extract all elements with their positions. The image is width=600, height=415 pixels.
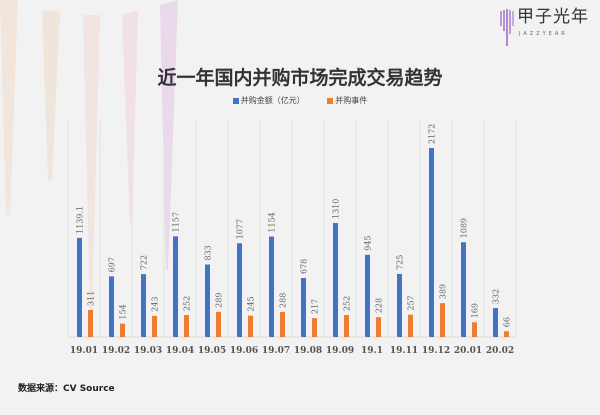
bar-events — [248, 315, 253, 337]
bar-amount — [141, 274, 146, 337]
x-tick-label: 19.04 — [166, 346, 194, 356]
legend-item-events: 并购事件 — [327, 96, 367, 105]
x-tick-label: 19.09 — [326, 346, 354, 356]
legend-label: 并购事件 — [335, 96, 368, 105]
brand-logo-icon — [500, 9, 514, 46]
data-label: 154 — [119, 304, 128, 319]
data-label: 257 — [407, 295, 416, 310]
bar-events — [312, 318, 317, 337]
bar-events — [88, 309, 93, 337]
x-tick-label: 19.01 — [70, 346, 98, 356]
data-label: 833 — [204, 245, 213, 260]
logo-name: 甲子光年 — [517, 7, 589, 27]
data-label: 245 — [247, 296, 256, 311]
legend-label: 并购金额（亿元） — [240, 96, 305, 105]
data-label: 1157 — [172, 212, 181, 232]
bar-amount — [77, 237, 82, 337]
data-label: 678 — [300, 259, 309, 274]
bar-amount — [205, 264, 210, 337]
bar-amount — [301, 278, 306, 337]
data-label: 945 — [364, 235, 373, 250]
data-label: 2172 — [428, 124, 437, 144]
data-label: 311 — [87, 291, 96, 306]
bar-events — [504, 331, 509, 337]
bar-events — [120, 323, 125, 337]
x-tick-label: 19.02 — [102, 346, 130, 356]
bar-events — [376, 317, 381, 337]
bar-events — [344, 315, 349, 337]
data-label: 66 — [503, 317, 512, 327]
legend-swatch — [232, 97, 239, 104]
data-label: 725 — [396, 255, 405, 270]
bar-amount — [109, 276, 114, 337]
data-label: 722 — [140, 255, 149, 270]
legend-item-amount: 并购金额（亿元） — [232, 96, 305, 105]
bar-events — [152, 315, 157, 337]
x-tick-label: 19.08 — [294, 346, 322, 356]
data-label: 169 — [471, 303, 480, 318]
bar-amount — [397, 273, 402, 337]
bar-amount — [429, 148, 434, 337]
bar-events — [184, 315, 189, 337]
x-tick-label: 19.05 — [198, 346, 226, 356]
data-label: 332 — [492, 289, 501, 304]
data-label: 389 — [439, 284, 448, 299]
data-label: 228 — [375, 298, 384, 313]
legend-swatch — [327, 97, 334, 104]
data-label: 1077 — [236, 219, 245, 239]
bar-events — [440, 303, 445, 337]
data-label: 217 — [311, 299, 320, 314]
data-label: 1310 — [332, 199, 341, 219]
bar-events — [408, 314, 413, 337]
bar-amount — [237, 243, 242, 337]
data-label: 697 — [108, 257, 117, 272]
chart-title: 近一年国内并购市场完成交易趋势 — [157, 67, 443, 89]
data-label: 288 — [279, 293, 288, 308]
bar-events — [280, 311, 285, 337]
x-tick-label: 20.01 — [454, 346, 482, 356]
x-tick-label: 20.02 — [486, 346, 514, 356]
x-tick-label: 19.06 — [230, 346, 258, 356]
data-label: 252 — [343, 296, 352, 311]
bar-amount — [365, 254, 370, 337]
data-label: 243 — [151, 297, 160, 312]
bar-amount — [173, 236, 178, 337]
bar-amount — [269, 236, 274, 337]
data-label: 289 — [215, 293, 224, 308]
logo-subtitle: JAZZYEAR — [519, 31, 568, 37]
x-tick-label: 19.07 — [262, 346, 290, 356]
bar-amount — [333, 223, 338, 337]
source-note: 数据来源：CV Source — [18, 384, 115, 394]
x-tick-label: 19.1 — [361, 346, 383, 356]
data-label: 1089 — [460, 218, 469, 238]
x-tick-label: 19.12 — [422, 346, 450, 356]
x-tick-label: 19.11 — [390, 346, 418, 356]
data-label: 1139.1 — [76, 206, 85, 234]
data-label: 252 — [183, 296, 192, 311]
bar-amount — [493, 308, 498, 337]
bar-amount — [461, 242, 466, 337]
data-label: 1154 — [268, 212, 277, 232]
legend: 并购金额（亿元） 并购事件 — [0, 95, 600, 106]
bar-events — [216, 311, 221, 337]
x-tick-label: 19.03 — [134, 346, 162, 356]
bar-events — [472, 322, 477, 337]
